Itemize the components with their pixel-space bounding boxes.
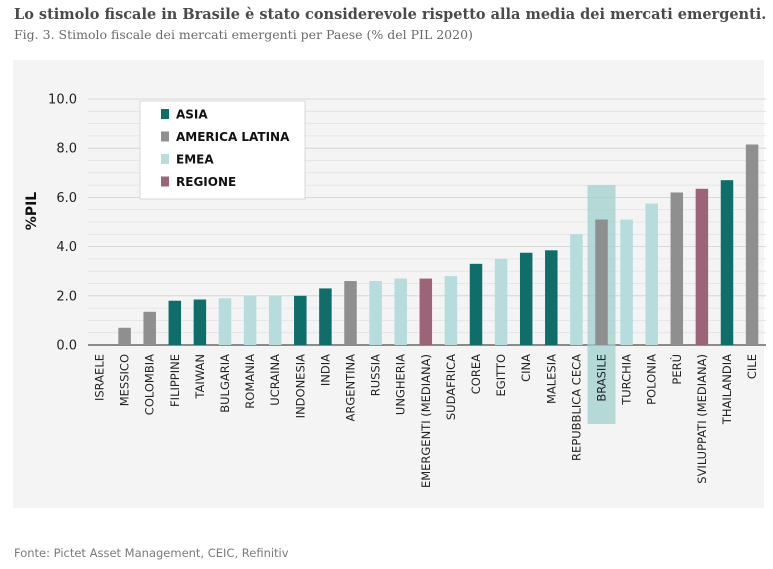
bar-egitto (494, 258, 508, 345)
bar-bulgaria (218, 298, 232, 345)
x-tick-label: POLONIA (645, 354, 659, 405)
chart-frame (13, 60, 764, 508)
bars (118, 144, 759, 345)
legend-label: AMERICA LATINA (176, 130, 290, 144)
x-axis-labels: ISRAELE MESSICO COLOMBIA FILIPPINE TAIWAN BUL… (93, 354, 760, 488)
x-tick-label: THAILANDIA (720, 354, 734, 425)
x-tick-label: EMERGENTI (MEDIANA) (419, 354, 433, 488)
x-tick-label: BRASILE (595, 354, 609, 402)
source-note: Fonte: Pictet Asset Management, CEIC, Re… (14, 546, 289, 560)
y-tick-label: 4.0 (56, 240, 77, 255)
x-tick-label: ROMANIA (243, 354, 257, 409)
chart-subtitle: Fig. 3. Stimolo fiscale dei mercati emer… (14, 27, 473, 42)
x-tick-label: COREA (469, 354, 483, 394)
x-tick-label: PERÙ (669, 354, 684, 385)
bar-ucraina (268, 295, 282, 345)
bar-argentina (344, 281, 357, 345)
bar-thailandia (720, 180, 734, 345)
bar-turchia (620, 219, 633, 345)
bar-filippine (168, 300, 182, 345)
chart-title: Lo stimolo fiscale in Brasile è stato co… (14, 6, 767, 23)
x-tick-label: COLOMBIA (143, 354, 157, 415)
bar-polonia (645, 203, 658, 345)
legend-label: ASIA (176, 108, 208, 122)
bar-emergenti-mediana (419, 278, 433, 345)
x-tick-label: CILE (745, 354, 759, 379)
bar-malesia (545, 250, 558, 345)
x-tick-label: TAIWAN (193, 354, 207, 400)
legend-swatch (161, 176, 169, 187)
y-tick-label: 2.0 (56, 289, 77, 304)
legend-label: REGIONE (176, 175, 236, 189)
legend-swatch (161, 154, 169, 164)
x-tick-label: MALESIA (544, 354, 558, 404)
bar-sudafrica (444, 276, 458, 345)
y-axis-label: %PIL (24, 192, 40, 230)
x-tick-label: ARGENTINA (344, 354, 358, 422)
legend: ASIA AMERICA LATINA EMEA REGIONE (139, 100, 306, 200)
x-tick-label: SVILUPPATI (MEDIANA) (695, 354, 709, 484)
y-tick-label: 6.0 (56, 191, 77, 206)
x-tick-label: CINA (519, 354, 533, 382)
bar-russia (369, 281, 382, 345)
bar-cina (519, 252, 533, 345)
bar-corea (469, 263, 483, 345)
x-tick-label: EGITTO (494, 354, 508, 396)
legend-label: EMEA (176, 153, 214, 167)
legend-swatch (161, 109, 169, 119)
bar-messico (118, 327, 131, 345)
legend-swatch (161, 131, 169, 142)
x-tick-label: BULGARIA (218, 354, 232, 413)
x-tick-label: UCRAINA (268, 354, 282, 406)
x-tick-label: UNGHERIA (394, 354, 408, 415)
x-tick-label: REPUBBLICA CECA (569, 354, 583, 461)
y-tick-label: 0.0 (56, 339, 77, 354)
bar-ungheria (394, 278, 407, 345)
y-axis-ticks: 0.0 2.0 4.0 6.0 8.0 10.0 (48, 93, 77, 354)
bar-brasile (595, 219, 608, 345)
x-tick-label: RUSSIA (369, 354, 383, 396)
bar-repubblica-ceca (570, 234, 583, 345)
x-tick-label: MESSICO (118, 354, 132, 406)
x-tick-label: SUDAFRICA (444, 354, 458, 420)
bar-per (670, 192, 684, 345)
bar-india (319, 288, 332, 345)
bar-sviluppati-mediana (695, 188, 709, 345)
y-tick-label: 8.0 (56, 142, 77, 157)
bar-colombia (143, 311, 156, 345)
bar-cile (745, 144, 759, 345)
x-tick-label: TURCHIA (620, 354, 634, 406)
bar-romania (243, 295, 257, 345)
bar-indonesia (294, 295, 307, 345)
bar-taiwan (193, 299, 207, 345)
y-tick-label: 10.0 (48, 93, 77, 108)
x-tick-label: INDONESIA (293, 354, 307, 418)
x-tick-label: FILIPPINE (168, 354, 182, 407)
x-tick-label: ISRAELE (93, 354, 107, 401)
x-tick-label: INDIA (318, 354, 332, 386)
